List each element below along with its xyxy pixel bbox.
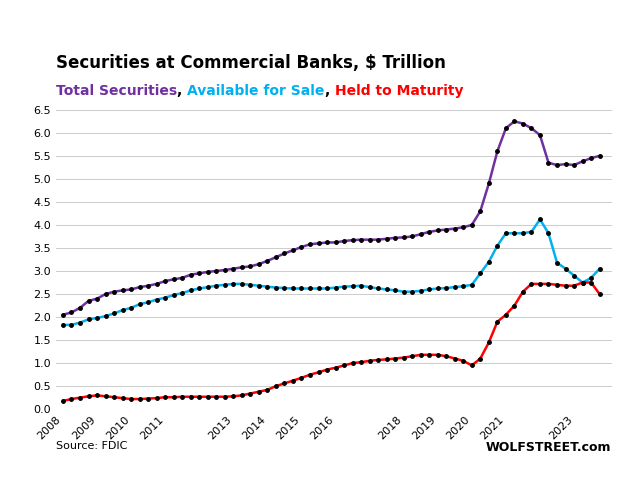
Text: ,: , [177, 84, 187, 98]
Text: Total Securities: Total Securities [56, 84, 177, 98]
Text: Source: FDIC: Source: FDIC [56, 441, 127, 451]
Text: Securities at Commercial Banks, $ Trillion: Securities at Commercial Banks, $ Trilli… [56, 54, 446, 72]
Text: Available for Sale: Available for Sale [187, 84, 324, 98]
Text: ,: , [324, 84, 335, 98]
Text: WOLFSTREET.com: WOLFSTREET.com [486, 441, 612, 454]
Text: Held to Maturity: Held to Maturity [335, 84, 464, 98]
